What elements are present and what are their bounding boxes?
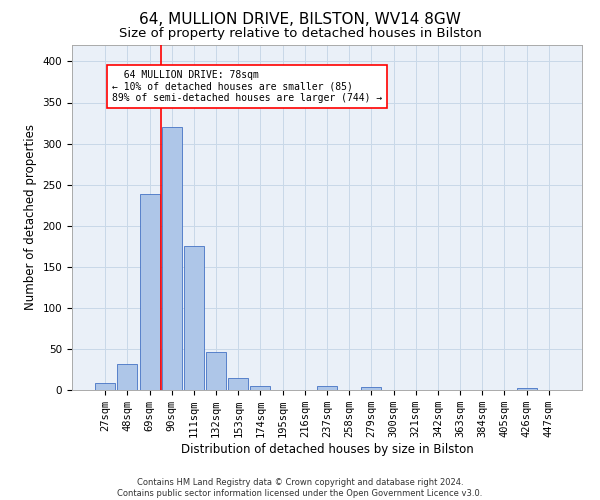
Text: Size of property relative to detached houses in Bilston: Size of property relative to detached ho… — [119, 28, 481, 40]
Text: 64 MULLION DRIVE: 78sqm
← 10% of detached houses are smaller (85)
89% of semi-de: 64 MULLION DRIVE: 78sqm ← 10% of detache… — [112, 70, 382, 103]
Text: 64, MULLION DRIVE, BILSTON, WV14 8GW: 64, MULLION DRIVE, BILSTON, WV14 8GW — [139, 12, 461, 28]
Bar — [118, 364, 137, 390]
Text: Contains HM Land Registry data © Crown copyright and database right 2024.
Contai: Contains HM Land Registry data © Crown c… — [118, 478, 482, 498]
Bar — [361, 386, 382, 390]
Bar — [317, 386, 337, 390]
Bar — [184, 246, 204, 390]
Bar — [206, 352, 226, 390]
Bar — [140, 194, 160, 390]
Bar — [162, 127, 182, 390]
Y-axis label: Number of detached properties: Number of detached properties — [24, 124, 37, 310]
Bar — [250, 386, 271, 390]
X-axis label: Distribution of detached houses by size in Bilston: Distribution of detached houses by size … — [181, 443, 473, 456]
Bar — [228, 378, 248, 390]
Bar — [95, 384, 115, 390]
Bar — [517, 388, 536, 390]
